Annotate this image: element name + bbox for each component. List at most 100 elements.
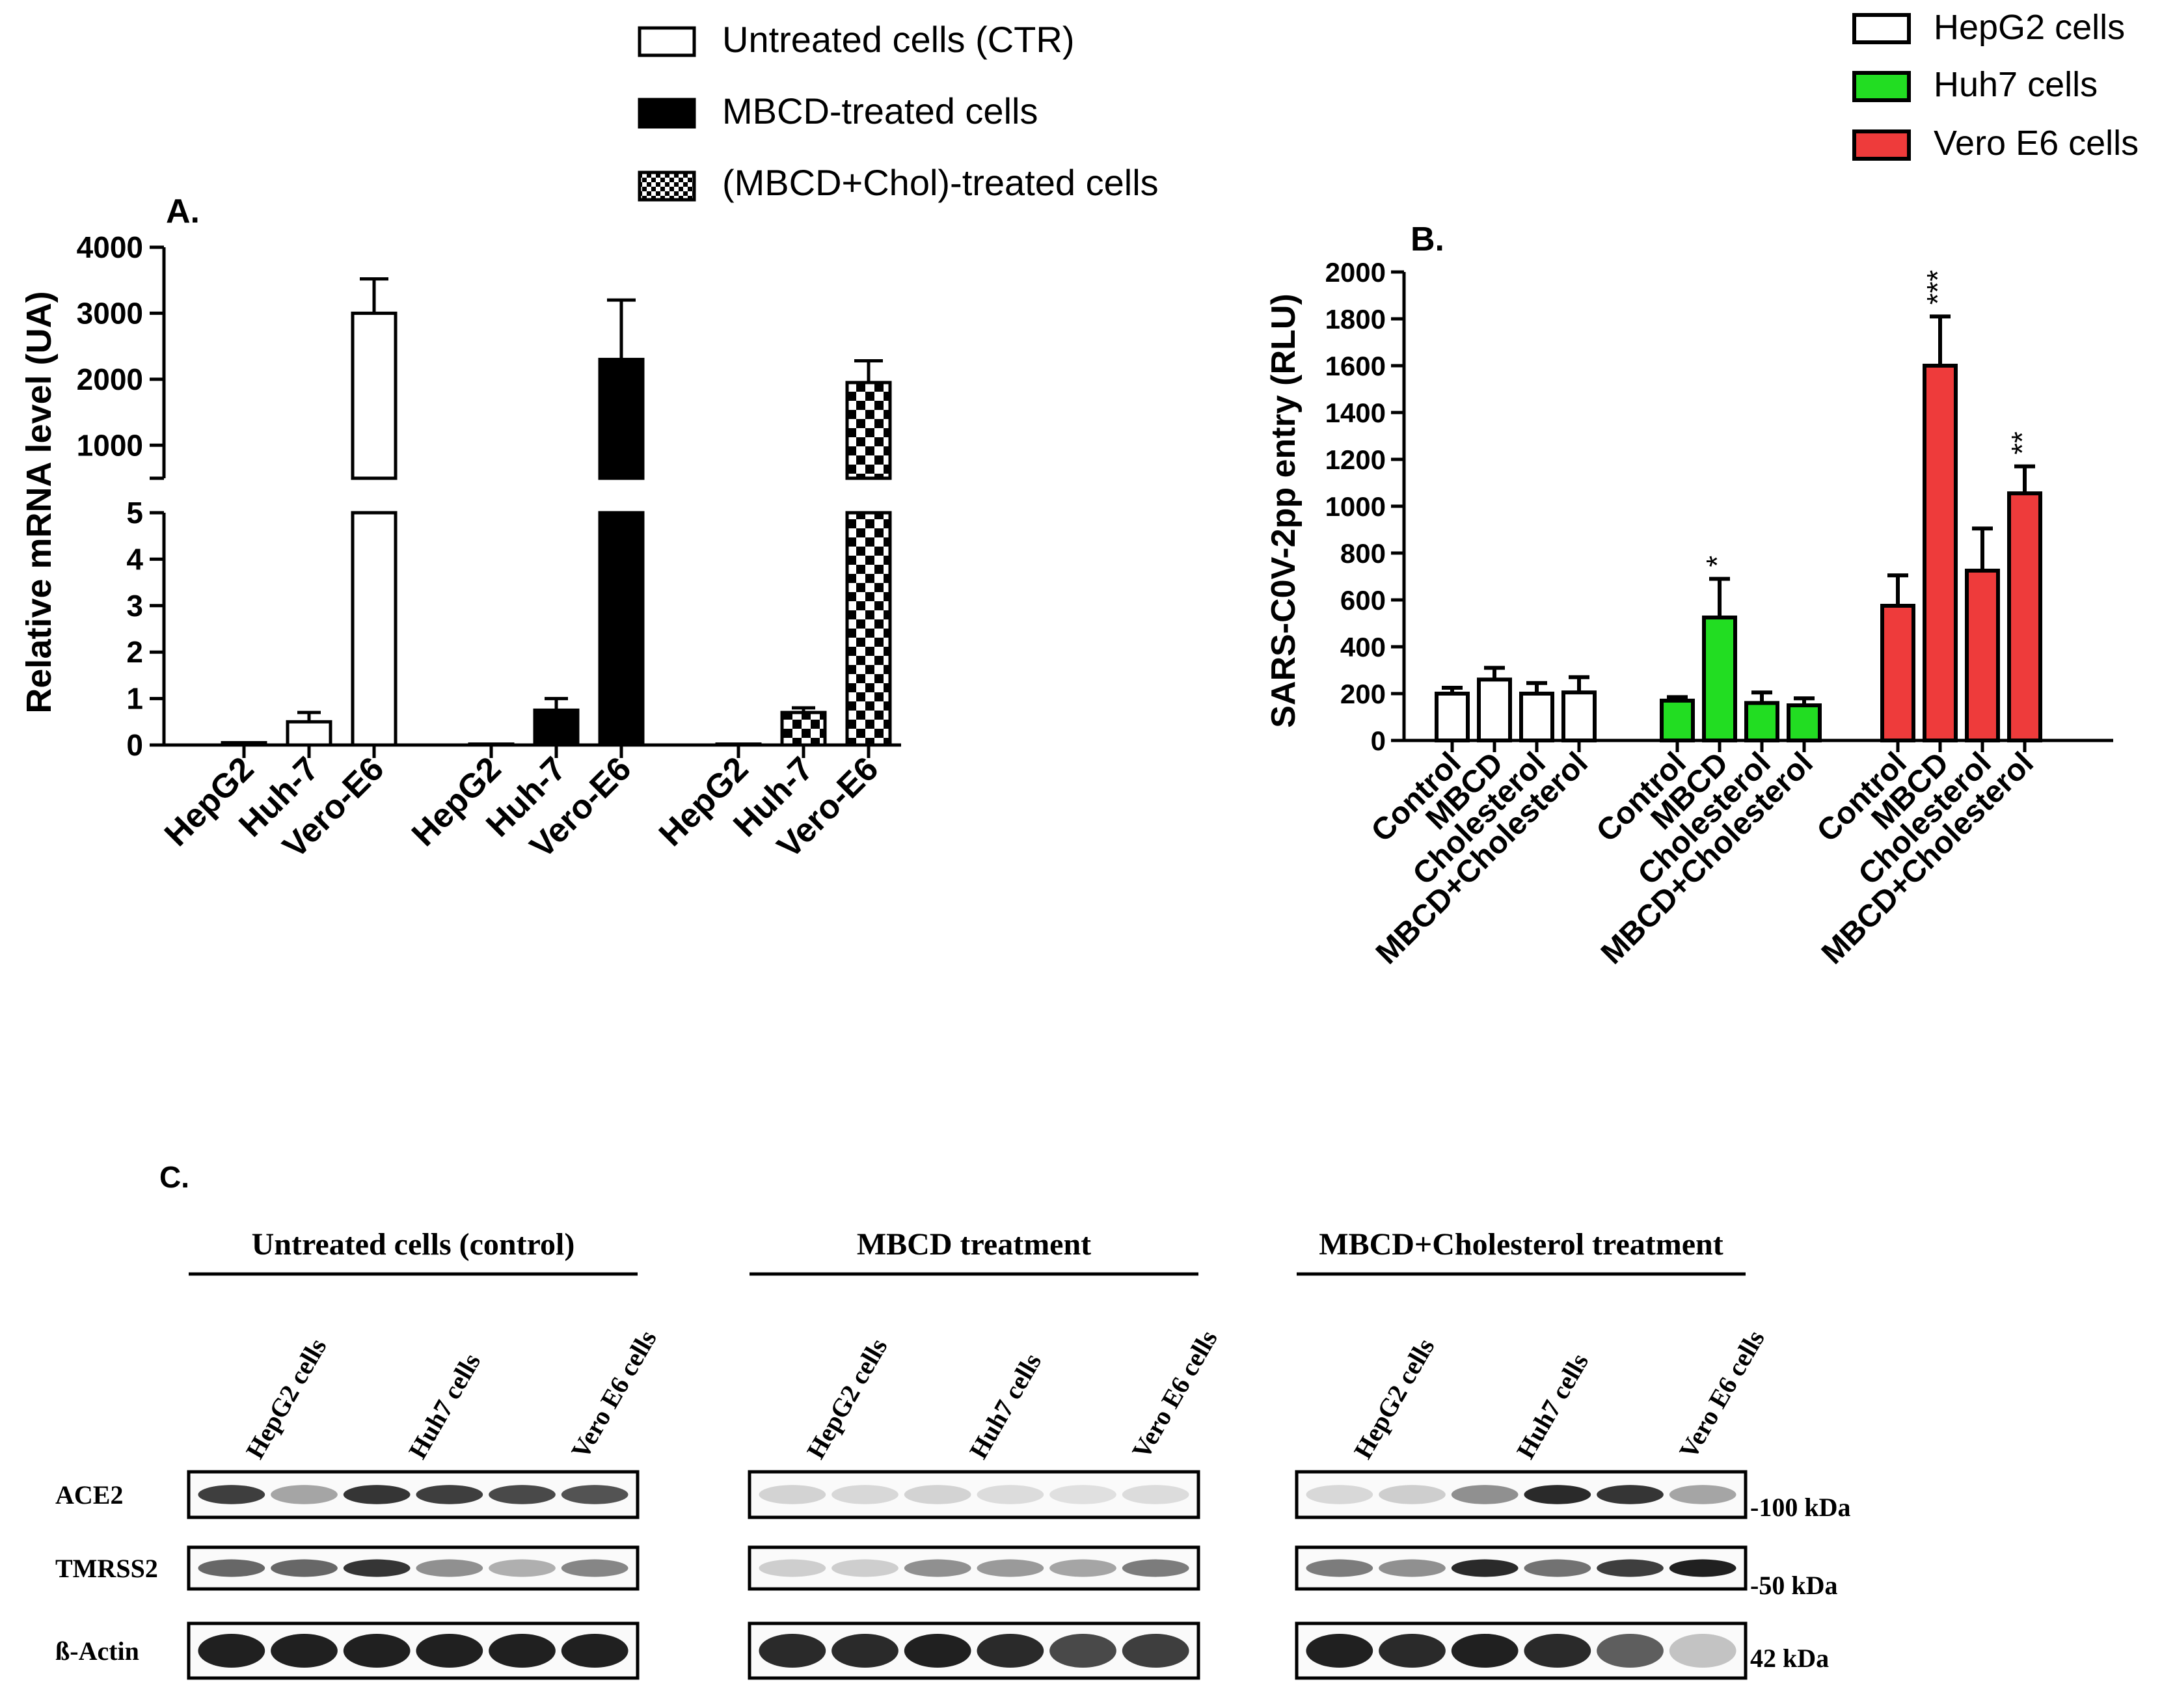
blot-band [1597, 1559, 1664, 1577]
panel-a-bar [286, 720, 332, 747]
blot-band [831, 1485, 898, 1504]
blot-band [904, 1633, 971, 1668]
blot-band [489, 1559, 556, 1577]
panel-b-bar [1880, 604, 1915, 742]
blot-lane-label: Huh7 cells [403, 1348, 486, 1463]
panel-a-chart: A. Relative mRNA level (UA) 0 1 2 3 4 5 1000 20… [20, 193, 901, 865]
legend-b-label-1: HepG2 cells [1934, 8, 2125, 47]
blot-band [759, 1633, 826, 1668]
panel-b-y-tick-label: 1600 [1325, 351, 1386, 381]
panel-a-y-tick-label: 2000 [77, 362, 143, 396]
blot-row-label: ACE2 [55, 1480, 123, 1510]
panel-b-axis: 0 200 400 600 800 1000 1200 1400 1600 1800 2000 [1325, 257, 2113, 756]
blot-band [1306, 1559, 1373, 1577]
blot-band [1524, 1633, 1591, 1668]
legend-b-label-2: Huh7 cells [1934, 65, 2098, 104]
blot-band [1524, 1559, 1591, 1577]
legend-b-label-3: Vero E6 cells [1934, 124, 2139, 163]
blot-group-1: Untreated cells (control) HepG2 cells Huh7… [187, 1227, 662, 1680]
blot-band [1122, 1559, 1189, 1577]
blot-group-3: MBCD+Cholesterol treatment HepG2 cells Huh… [1295, 1227, 1770, 1680]
blot-lane-label: Huh7 cells [1511, 1348, 1594, 1463]
blot-row-label: TMRSS2 [55, 1554, 158, 1583]
blot-band [1597, 1633, 1664, 1668]
panel-a-bar [533, 708, 580, 747]
blot-lane-label: Huh7 cells [964, 1348, 1047, 1463]
blot-band [831, 1559, 898, 1577]
blot-lane-label: HepG2 cells [801, 1333, 893, 1463]
panel-a-y-tick-label: 1 [126, 682, 143, 716]
blot-band [1669, 1485, 1736, 1504]
blot-group-title: MBCD treatment [857, 1227, 1091, 1262]
blot-band [977, 1559, 1044, 1577]
blot-band [1451, 1559, 1519, 1577]
blot-band [271, 1559, 338, 1577]
legend-a-label-1: Untreated cells (CTR) [722, 19, 1074, 60]
panel-b-significance-marker: ** [2005, 431, 2039, 455]
blot-band [1451, 1485, 1519, 1504]
panel-a-y-tick-label: 5 [126, 496, 143, 530]
blot-band [561, 1485, 628, 1504]
blot-band [1049, 1485, 1116, 1504]
blot-band [904, 1559, 971, 1577]
blot-band [416, 1559, 483, 1577]
blot-band [977, 1633, 1044, 1668]
panel-b-y-tick-label: 2000 [1325, 257, 1386, 288]
legend-a-swatch-open [638, 26, 696, 57]
blot-band [198, 1485, 265, 1504]
legend-a-swatch-checker [638, 170, 696, 202]
blot-size-marker: 42 kDa [1750, 1644, 1829, 1673]
blot-band [271, 1633, 338, 1668]
panel-b-y-tick-label: 0 [1371, 725, 1386, 756]
panel-c-label: C. [159, 1160, 189, 1194]
blot-band [1379, 1485, 1446, 1504]
blot-band [1669, 1633, 1736, 1668]
panel-a-ylabel: Relative mRNA level (UA) [20, 291, 59, 713]
panel-b-bar [1965, 569, 2000, 742]
panel-a-y-tick-label: 3000 [77, 296, 143, 330]
blot-band [759, 1559, 826, 1577]
legend-a-label-3: (MBCD+Chol)-treated cells [722, 162, 1159, 203]
blot-band [198, 1633, 265, 1668]
blot-group-title: MBCD+Cholesterol treatment [1319, 1227, 1723, 1262]
panel-b-significance-marker: * [1700, 556, 1734, 567]
panel-b-bar [1744, 701, 1779, 743]
panel-b-y-tick-label: 1800 [1325, 304, 1386, 334]
blot-size-marker: -50 kDa [1750, 1571, 1837, 1600]
blot-band [831, 1633, 898, 1668]
blot-band [343, 1633, 411, 1668]
blot-band [271, 1485, 338, 1504]
panel-b-bar [1660, 698, 1695, 743]
blot-band [1524, 1485, 1591, 1504]
panel-b-bar [1787, 703, 1822, 742]
panel-a-bar-upper [598, 357, 645, 480]
legend-a-label-2: MBCD-treated cells [722, 90, 1038, 131]
legend-b: HepG2 cells Huh7 cells Vero E6 cells [1852, 8, 2139, 163]
blot-band [1669, 1559, 1736, 1577]
panel-b-bar [1702, 616, 1737, 742]
panel-a-bar [780, 711, 827, 747]
panel-b-y-tick-label: 800 [1340, 538, 1386, 569]
panel-b-y-tick-label: 1000 [1325, 491, 1386, 522]
panel-b-bar [2007, 491, 2042, 742]
panel-b-bar [1435, 692, 1470, 742]
blot-row-label: ß-Actin [55, 1636, 139, 1666]
panel-a-y-tick-label: 2 [126, 635, 143, 669]
blot-band [1306, 1633, 1373, 1668]
panel-b-chart: B. SARS-C0V-2pp entry (RLU) 0 200 400 600 80… [1265, 221, 2113, 971]
panel-a-bar-upper [845, 381, 892, 480]
blot-band [489, 1485, 556, 1504]
legend-a: Untreated cells (CTR) MBCD-treated cells… [638, 19, 1159, 203]
blot-band [759, 1485, 826, 1504]
panel-b-y-tick-label: 200 [1340, 679, 1386, 709]
blot-band [416, 1633, 483, 1668]
panel-a-bar-lower [845, 511, 892, 747]
panel-a-bar-upper [351, 311, 398, 480]
blot-lane-label: HepG2 cells [240, 1333, 332, 1463]
panel-c-western-blot: C. Untreated cells (control) HepG2 cells H… [55, 1160, 1850, 1680]
blot-lane-label: HepG2 cells [1348, 1333, 1440, 1463]
blot-lane-label: Vero E6 cells [565, 1325, 662, 1463]
panel-a-y-tick-label: 1000 [77, 428, 143, 462]
